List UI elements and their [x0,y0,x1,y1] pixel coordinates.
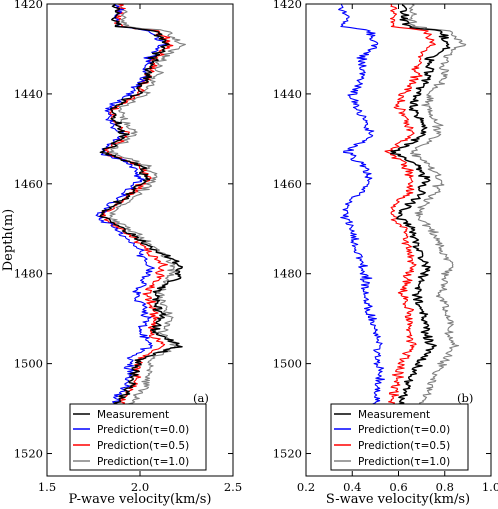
panel-a-ytick-label-2: 1460 [14,177,43,191]
panel-a-xtick-label-1: 2.0 [131,480,149,494]
panel-b-xtick-label-2: 0.6 [389,480,407,494]
panel-a-ytick-label-3: 1480 [14,267,43,281]
panel-a-legend-box [69,403,207,471]
panel-b-ytick-label-1: 1440 [273,87,302,101]
panel-a-legend-item-3: Prediction(τ=1.0) [97,456,189,468]
panel-b-legend-item-1: Prediction(τ=0.0) [358,424,450,436]
panel-a-series-line-3 [106,4,186,414]
panel-a-ytick-label-5: 1520 [14,447,43,461]
panel-a-xtick-label-0: 1.5 [38,480,56,494]
panel-a-ylabel: Depth(m) [1,209,16,272]
panel-b-xtick-label-3: 0.8 [436,480,454,494]
panel-a-legend: Measurement Prediction(τ=0.0) Prediction… [69,403,207,471]
panel-b-label: (b) [457,391,473,405]
panel-a-legend-item-2: Prediction(τ=0.5) [97,440,189,452]
panel-b-xtick-label-1: 0.4 [343,480,361,494]
panel-b-xtick-label-0: 0.2 [297,480,315,494]
panel-b-ytick-label-0: 1420 [273,0,302,11]
panel-b-legend-item-2: Prediction(τ=0.5) [358,440,450,452]
panel-b-ytick-label-4: 1500 [273,357,302,371]
panel-a-ytick-label-0: 1420 [14,0,43,11]
panel-b-ticks: 0.2 0.4 0.6 0.8 1.0 1420 1440 1460 1480 1500 1520 [273,0,498,494]
panel-b-ytick-label-3: 1480 [273,267,302,281]
panel-b-legend-item-0: Measurement [358,409,430,421]
panel-b-ytick-label-5: 1520 [273,447,302,461]
panel-b-series-line-1 [338,4,385,414]
panel-a-legend-item-0: Measurement [97,409,169,421]
panel-a-ticks: 1.5 2.0 2.5 1420 1440 1460 1480 1500 1520 [14,0,242,494]
panel-a-ytick-label-1: 1440 [14,87,43,101]
panel-b-xtick-label-4: 1.0 [482,480,498,494]
panel-b-legend-box [330,403,469,471]
panel-a-label: (a) [193,391,209,405]
panel-a-ytick-label-4: 1500 [14,357,43,371]
panel-a-series-line-1 [95,4,167,414]
panel-b-series-line-2 [384,4,436,414]
panel-a-series-line-0 [99,4,184,414]
panel-a-xtick-label-2: 2.5 [224,480,242,494]
panel-b-ytick-label-2: 1460 [273,177,302,191]
panel-b-legend-item-3: Prediction(τ=1.0) [358,456,450,468]
panel-b-legend: Measurement Prediction(τ=0.0) Prediction… [330,403,469,471]
panel-a-xlabel: P-wave velocity(km/s) [69,492,212,507]
panel-b-series-line-3 [407,4,467,414]
panel-a: 1.5 2.0 2.5 1420 1440 1460 1480 1500 1520 (a) Me… [1,0,242,507]
panel-b: 0.2 0.4 0.6 0.8 1.0142014401460148015001520 … [273,0,498,507]
panel-b-xlabel: S-wave velocity(km/s) [326,492,470,507]
panel-a-lines [95,4,186,414]
panel-b-lines [338,4,467,414]
panel-a-legend-item-1: Prediction(τ=0.0) [97,424,189,436]
panel-b-series-line-0 [390,4,451,414]
